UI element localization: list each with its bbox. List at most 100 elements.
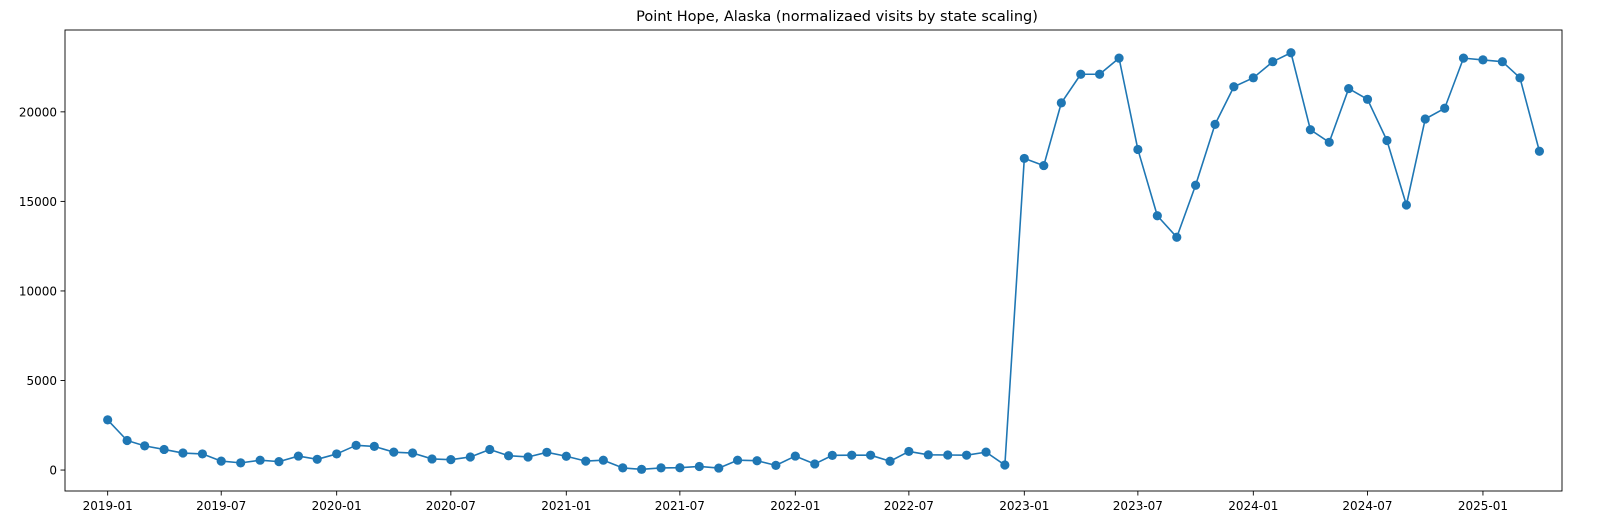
x-tick-label: 2022-07 [884,499,934,513]
x-tick-label: 2024-07 [1342,499,1392,513]
data-point [274,457,284,467]
y-tick-label: 5000 [26,374,57,388]
x-tick-label: 2021-07 [655,499,705,513]
x-tick-label: 2019-01 [83,499,133,513]
data-point [465,452,475,462]
data-point [1133,144,1143,155]
x-tick-label: 2021-01 [541,499,591,513]
x-tick-label: 2023-07 [1113,499,1163,513]
data-point [1382,135,1392,146]
data-point [1056,98,1066,108]
data-point [1268,57,1278,67]
data-point [1210,119,1220,129]
data-point [827,450,837,460]
data-point [122,435,132,446]
data-point [752,456,762,466]
data-point [771,460,781,470]
data-point [1076,69,1086,79]
data-point [1344,83,1354,94]
x-tick-label: 2023-01 [999,499,1049,513]
data-point [1420,114,1430,124]
data-point [1094,69,1105,79]
data-point [1229,82,1239,92]
data-point [694,461,704,472]
y-tick-label: 10000 [19,284,57,298]
y-tick-label: 15000 [19,195,57,209]
x-tick-label: 2024-01 [1228,499,1278,513]
data-point [1324,137,1334,147]
data-point [140,441,150,451]
data-point [293,451,303,461]
x-tick-label: 2020-07 [426,499,476,513]
data-point [503,451,514,461]
series-line [107,51,1541,471]
data-point [981,447,991,457]
data-point [1248,73,1258,83]
data-point [598,455,608,465]
data-point [1039,160,1049,171]
data-point [351,440,361,450]
data-point [961,450,972,460]
data-point [561,451,571,461]
plot-area-frame [64,29,1563,492]
y-tick-label: 0 [49,464,57,478]
data-point [312,454,322,464]
x-axis: 2019-01 2019-07 2020-01 2020-07 2021-01 2021-… [83,491,1508,513]
data-point [1440,103,1450,113]
data-point [255,455,265,465]
data-point [407,448,418,458]
data-point [427,454,437,464]
data-point [389,447,399,457]
data-point [216,456,226,466]
data-point [1000,460,1010,470]
data-point [369,441,379,452]
y-axis: 0 5000 10000 15000 20000 [19,105,65,478]
data-point [103,415,113,425]
data-point [485,444,495,455]
data-point [523,452,533,462]
data-point [1534,146,1545,156]
data-point [732,455,743,465]
data-point [714,463,724,473]
data-point [618,463,628,473]
data-point [1019,153,1029,164]
x-tick-label: 2025-01 [1458,499,1508,513]
x-tick-label: 2019-07 [196,499,246,513]
data-point [675,463,685,473]
data-point [1401,200,1412,210]
data-point [1114,53,1124,63]
y-tick-label: 20000 [19,105,57,119]
data-point [197,449,208,459]
data-point [446,455,456,465]
data-point [865,450,876,460]
data-point [1497,57,1507,67]
data-point [656,463,666,473]
data-point [178,448,188,458]
data-point [847,450,857,460]
data-point [1286,48,1296,58]
data-point [1362,94,1373,104]
series-layer [103,48,1545,474]
data-point [332,449,342,459]
data-point [1458,53,1469,63]
data-point [581,456,591,466]
data-point [885,456,895,466]
x-tick-label: 2020-01 [312,499,362,513]
chart-title: Point Hope, Alaska (normalizaed visits b… [636,9,1038,25]
data-point [904,446,914,457]
data-point [636,464,647,474]
data-point [1515,73,1525,83]
data-point [923,450,933,460]
data-point [810,459,820,469]
data-point [1172,232,1182,242]
data-point [943,450,953,460]
data-point [159,444,169,455]
data-point [790,451,800,461]
data-point [542,447,552,457]
data-point [236,458,246,468]
data-point [1190,180,1201,190]
data-point [1152,211,1162,221]
x-tick-label: 2022-01 [770,499,820,513]
